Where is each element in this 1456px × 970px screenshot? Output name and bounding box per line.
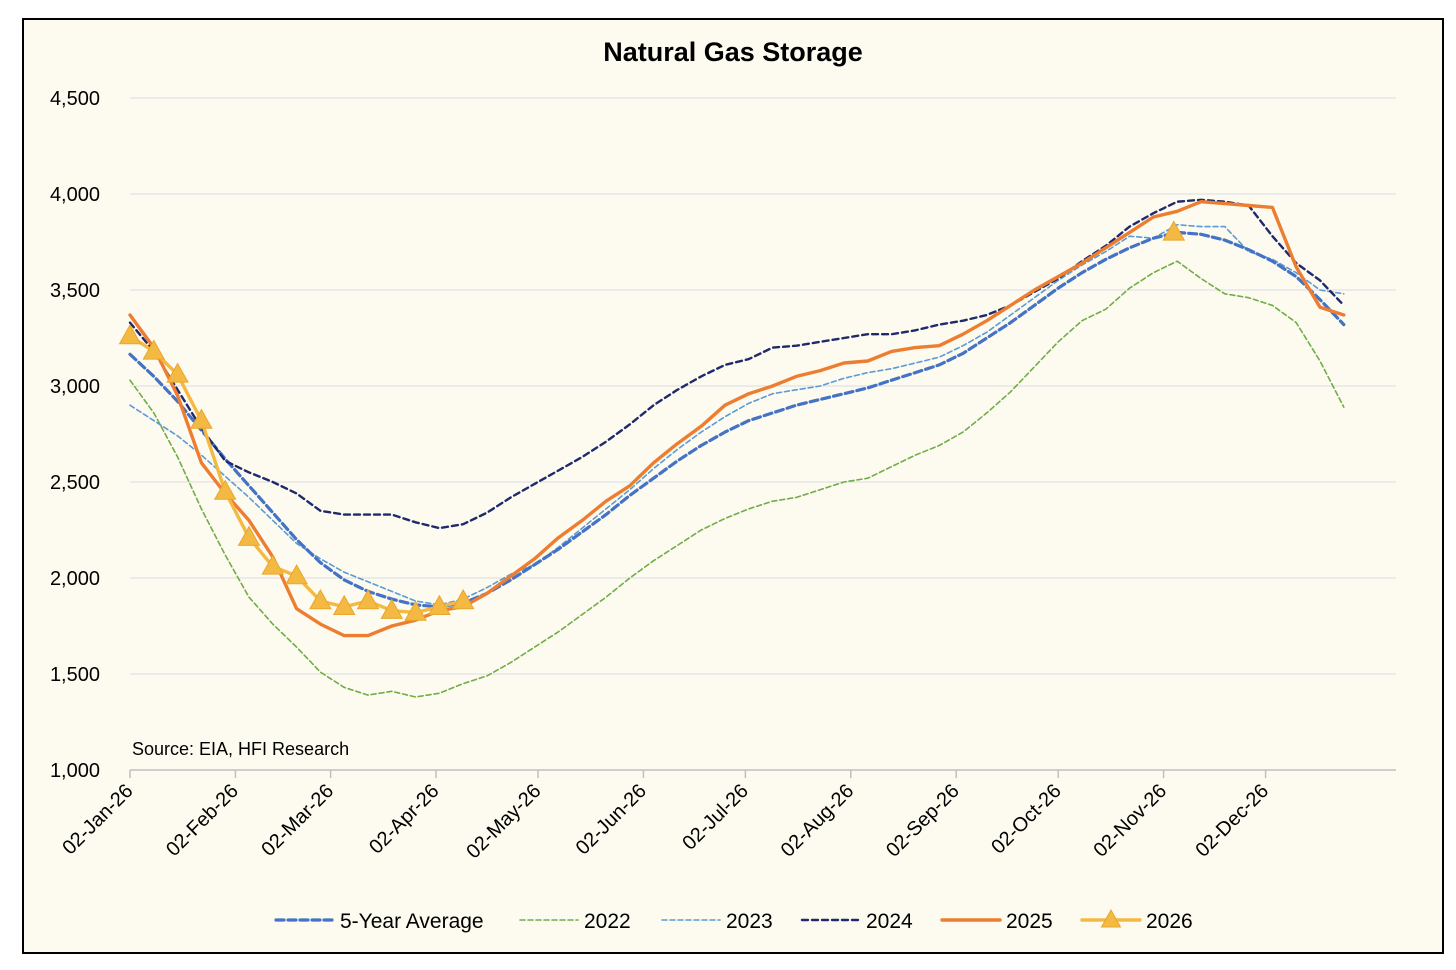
series-line-2025	[128, 200, 1346, 638]
data-point-marker	[451, 589, 475, 610]
data-point-marker	[166, 362, 189, 383]
data-point-marker	[213, 479, 237, 500]
series-line-2023	[129, 223, 1345, 606]
data-point-marker	[309, 589, 332, 610]
y-tick-label: 1,000	[50, 760, 100, 782]
y-tick-label: 4,000	[50, 184, 100, 206]
chart-title: Natural Gas Storage	[603, 37, 863, 67]
legend-item-2024: 2024	[800, 910, 913, 933]
data-point-marker	[261, 554, 285, 575]
x-tick-label: 02-Mar-26	[257, 780, 338, 861]
series-line-2024	[128, 198, 1345, 530]
x-tick-label: 02-Dec-26	[1192, 780, 1274, 862]
data-point-marker	[190, 408, 213, 429]
legend-label: 5-Year Average	[340, 910, 484, 933]
chart-svg: Natural Gas Storage 1,000 1,500 2,000 2,500…	[50, 37, 1396, 933]
series-layer	[118, 198, 1346, 698]
legend-label: 2024	[866, 910, 913, 933]
legend-label: 2026	[1146, 910, 1193, 933]
x-tick-label: 02-Apr-26	[365, 780, 443, 858]
data-point-marker	[237, 525, 261, 546]
data-point-marker	[118, 324, 142, 345]
x-tick-label: 02-Jan-26	[58, 780, 137, 859]
x-tick-label: 02-Jul-26	[678, 780, 753, 855]
data-point-marker	[332, 594, 356, 615]
data-point-marker	[285, 564, 308, 585]
y-tick-label: 1,500	[50, 664, 100, 686]
x-tick-label: 02-Sep-26	[882, 780, 964, 862]
legend-item-5-year-average: 5-Year Average	[274, 910, 484, 933]
y-tick-label: 4,500	[50, 88, 100, 110]
legend-item-2025: 2025	[940, 910, 1053, 933]
x-tick-label: 02-May-26	[462, 780, 545, 863]
y-tick-label: 2,500	[50, 472, 100, 494]
legend-label: 2025	[1006, 910, 1053, 933]
data-point-marker	[142, 339, 166, 360]
x-tick-label: 02-Jun-26	[572, 780, 651, 859]
legend-label: 2023	[726, 910, 773, 933]
grid-layer	[130, 97, 1396, 675]
x-tick-label: 02-Nov-26	[1090, 780, 1172, 862]
chart-legend: 5-Year Average 2022 2023 2024 2025 2026	[274, 908, 1193, 933]
legend-item-2023: 2023	[661, 910, 773, 933]
legend-marker	[1100, 908, 1122, 928]
y-tick-label: 3,500	[50, 280, 100, 302]
source-note: Source: EIA, HFI Research	[132, 739, 349, 759]
data-point-marker	[404, 600, 427, 621]
y-tick-label: 3,000	[50, 376, 100, 398]
data-point-marker	[428, 594, 451, 615]
legend-label: 2022	[584, 910, 631, 933]
y-tick-label: 2,000	[50, 568, 100, 590]
legend-item-2026: 2026	[1080, 908, 1193, 933]
x-tick-label: 02-Feb-26	[162, 780, 243, 861]
data-point-marker	[356, 589, 380, 610]
chart-frame: Natural Gas Storage 1,000 1,500 2,000 2,500…	[22, 18, 1444, 954]
x-tick-label: 02-Oct-26	[987, 780, 1065, 858]
series-line-2022	[129, 260, 1345, 698]
x-tick-label: 02-Aug-26	[777, 780, 859, 862]
series-line-5-year-average	[128, 230, 1346, 609]
isolated-data-point-marker	[1162, 220, 1186, 241]
data-point-marker	[380, 598, 404, 619]
legend-item-2022: 2022	[519, 910, 631, 933]
